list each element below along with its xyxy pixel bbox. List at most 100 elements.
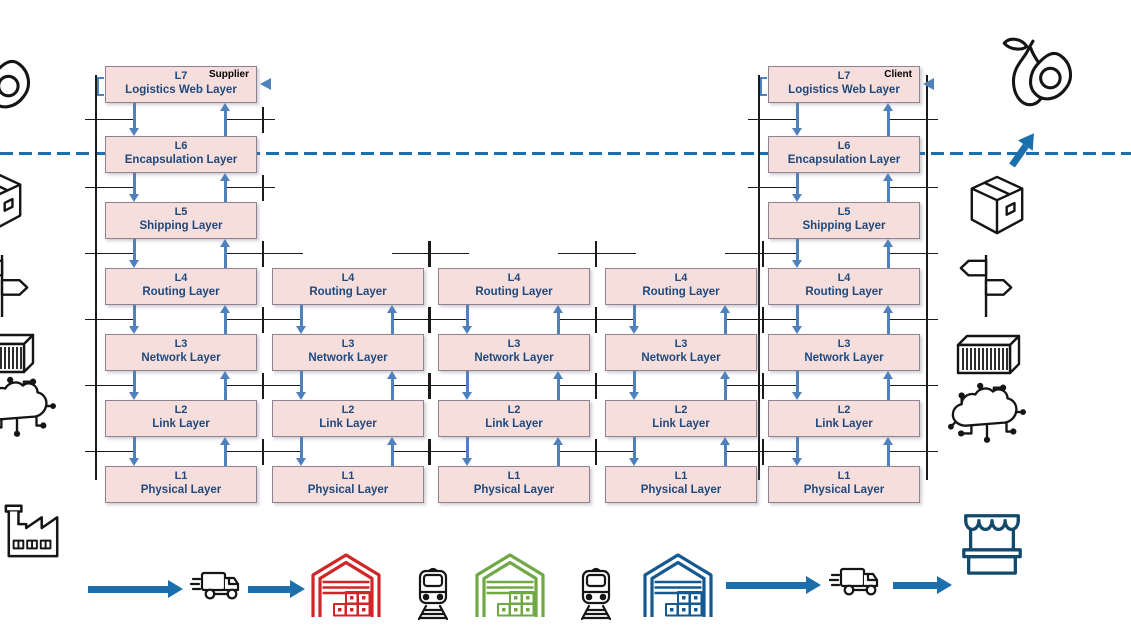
interface-line [418, 252, 469, 255]
layer-name: Network Layer [804, 352, 884, 364]
layer-box-client-l2: L2 Link Layer [768, 400, 920, 437]
layer-up-arrow-icon [724, 379, 727, 400]
layer-code: L2 [837, 404, 851, 416]
layer-name: Logistics Web Layer [125, 84, 237, 96]
layer-down-arrow-icon [796, 239, 799, 260]
interface-line [85, 186, 136, 189]
interface-line [85, 118, 136, 121]
layer-box-intermediate-1-l3: L3 Network Layer [272, 334, 424, 371]
layer-down-arrowhead-icon [462, 392, 472, 400]
layer-code: L2 [507, 404, 521, 416]
layer-up-arrow-icon [391, 445, 394, 466]
connected-cloud-icon [0, 376, 56, 438]
interface-tick [262, 106, 264, 133]
train-icon [413, 565, 453, 623]
interface-tick [595, 438, 597, 465]
layer-down-arrow-icon [300, 437, 303, 458]
interface-line [888, 384, 938, 387]
layer-box-intermediate-2-l4: L4 Routing Layer [438, 268, 590, 305]
layer-box-supplier-l6: L6 Encapsulation Layer [105, 136, 257, 173]
layer-up-arrow-icon [224, 379, 227, 400]
layer-up-arrowhead-icon [220, 103, 230, 111]
entry-arrow-icon [923, 78, 934, 90]
layer-up-arrow-icon [224, 181, 227, 202]
layer-up-arrow-icon [224, 247, 227, 268]
layer-code: L4 [174, 272, 188, 284]
interface-line [225, 252, 275, 255]
interface-tick [262, 306, 264, 333]
interface-rail [926, 75, 928, 480]
interface-line [558, 384, 608, 387]
layer-down-arrowhead-icon [629, 326, 639, 334]
layer-down-arrow-icon [300, 305, 303, 326]
interface-line [392, 252, 442, 255]
layer-name: Link Layer [319, 418, 377, 430]
layer-code: L4 [674, 272, 688, 284]
interface-line [252, 252, 303, 255]
layer-box-supplier-l2: L2 Link Layer [105, 400, 257, 437]
interface-tick [262, 438, 264, 465]
interface-line [748, 252, 799, 255]
layer-name: Link Layer [152, 418, 210, 430]
interface-line [888, 118, 938, 121]
digital-physical-divider-line [0, 152, 1131, 155]
layer-up-arrowhead-icon [220, 239, 230, 247]
layer-down-arrowhead-icon [462, 326, 472, 334]
interface-line [888, 318, 938, 321]
layer-down-arrow-icon [796, 371, 799, 392]
layer-box-intermediate-2-l3: L3 Network Layer [438, 334, 590, 371]
layer-box-intermediate-3-l2: L2 Link Layer [605, 400, 757, 437]
layer-down-arrowhead-icon [296, 458, 306, 466]
delivery-truck-icon [189, 561, 246, 607]
layer-code: L2 [341, 404, 355, 416]
layer-box-supplier-l7: L7 Logistics Web Layer Supplier [105, 66, 257, 103]
signpost-icon [956, 252, 1018, 320]
layer-down-arrowhead-icon [629, 458, 639, 466]
layer-down-arrowhead-icon [129, 326, 139, 334]
interface-line [252, 318, 303, 321]
layer-name: Physical Layer [473, 484, 555, 496]
layer-code: L6 [174, 140, 188, 152]
layer-down-arrowhead-icon [792, 128, 802, 136]
interface-tick [595, 306, 597, 333]
interface-line [558, 252, 608, 255]
layer-down-arrowhead-icon [296, 392, 306, 400]
cross-divider-arrow-icon [1009, 143, 1029, 168]
layer-down-arrow-icon [633, 437, 636, 458]
layer-up-arrowhead-icon [220, 437, 230, 445]
layer-name: Network Layer [308, 352, 388, 364]
layer-up-arrow-icon [887, 247, 890, 268]
interface-rail [95, 75, 97, 480]
layer-code: L2 [174, 404, 188, 416]
interface-line [748, 318, 799, 321]
interface-line [418, 318, 469, 321]
market-stall-icon [957, 510, 1027, 576]
layer-box-client-l3: L3 Network Layer [768, 334, 920, 371]
layer-code: L1 [174, 470, 188, 482]
layer-down-arrow-icon [133, 371, 136, 392]
interface-line [225, 384, 275, 387]
layer-up-arrowhead-icon [883, 103, 893, 111]
layer-box-intermediate-3-l4: L4 Routing Layer [605, 268, 757, 305]
interface-tick [262, 240, 264, 267]
layer-code: L6 [837, 140, 851, 152]
warehouse-blue-icon [640, 549, 716, 619]
layer-code: L5 [174, 206, 188, 218]
interface-line [585, 318, 636, 321]
delivery-truck-icon [828, 557, 885, 603]
layer-up-arrowhead-icon [553, 437, 563, 445]
layer-box-intermediate-3-l1: L1 Physical Layer [605, 466, 757, 503]
layer-down-arrowhead-icon [129, 392, 139, 400]
entry-bracket-icon [97, 77, 104, 96]
layer-box-supplier-l1: L1 Physical Layer [105, 466, 257, 503]
layer-box-intermediate-3-l3: L3 Network Layer [605, 334, 757, 371]
interface-line [748, 384, 799, 387]
flow-arrow-icon [726, 576, 821, 594]
layer-up-arrow-icon [224, 445, 227, 466]
endpoint-role-label: Client [884, 69, 912, 80]
layer-up-arrow-icon [557, 379, 560, 400]
connected-cloud-icon [948, 382, 1026, 444]
layer-up-arrowhead-icon [220, 305, 230, 313]
layer-down-arrow-icon [133, 305, 136, 326]
interface-line [225, 318, 275, 321]
